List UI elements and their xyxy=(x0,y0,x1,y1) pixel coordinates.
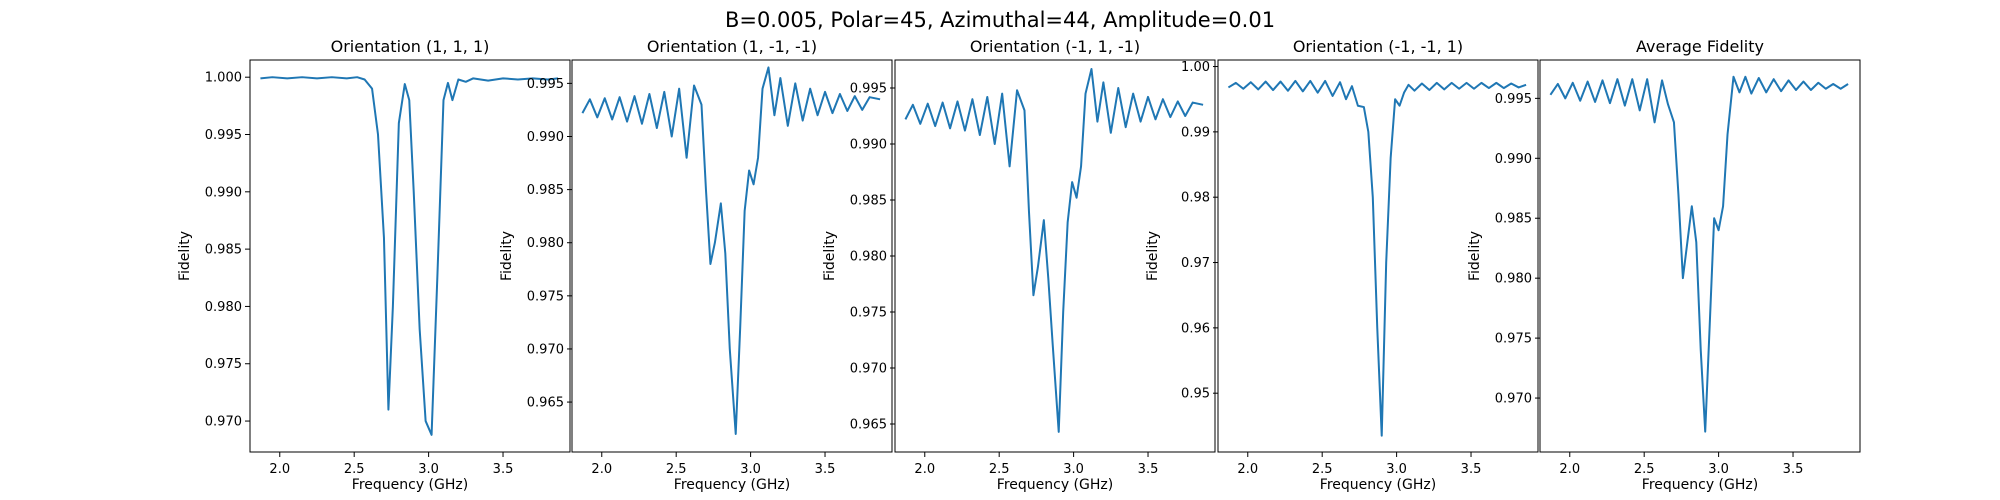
axes-frame xyxy=(1539,59,1861,453)
y-tick-label: 0.990 xyxy=(850,138,887,153)
y-tick-label: 0.98 xyxy=(1181,191,1210,206)
y-tick-label: 0.995 xyxy=(205,128,242,143)
x-tick-label: 2.5 xyxy=(666,462,687,477)
x-tick-label: 3.5 xyxy=(1138,462,1159,477)
y-tick-label: 1.000 xyxy=(205,71,242,86)
y-tick-label: 0.96 xyxy=(1181,321,1210,336)
y-tick-label: 0.985 xyxy=(1495,212,1532,227)
subplot-title: Orientation (1, 1, 1) xyxy=(331,37,490,56)
series-line xyxy=(1549,75,1849,433)
y-tick-label: 0.990 xyxy=(527,130,564,145)
subplot-2: Orientation (1, -1, -1) 2.0 2.5 3.0 3.5 0.965… xyxy=(499,37,893,493)
y-tick-label: 0.985 xyxy=(850,194,887,209)
y-tick-label: 0.970 xyxy=(850,362,887,377)
y-tick-label: 0.970 xyxy=(205,415,242,430)
y-tick-label: 0.975 xyxy=(205,357,242,372)
y-tick-label: 0.980 xyxy=(205,300,242,315)
y-tick-label: 0.985 xyxy=(205,243,242,258)
series-line xyxy=(1227,79,1527,437)
y-tick-label: 0.995 xyxy=(527,77,564,92)
y-tick-label: 0.980 xyxy=(850,250,887,265)
y-tick-label: 0.995 xyxy=(1495,92,1532,107)
x-tick-label: 2.5 xyxy=(1312,462,1333,477)
y-tick-label: 0.975 xyxy=(850,306,887,321)
x-tick-label: 2.5 xyxy=(989,462,1010,477)
y-axis-label: Fidelity xyxy=(822,231,838,281)
y-tick-label: 0.970 xyxy=(1495,392,1532,407)
y-tick-label: 0.965 xyxy=(527,396,564,411)
y-tick-label: 0.975 xyxy=(1495,332,1532,347)
series-line xyxy=(581,66,881,435)
y-axis-label: Fidelity xyxy=(499,231,515,281)
x-axis-label: Frequency (GHz) xyxy=(997,477,1113,493)
subplot-title: Average Fidelity xyxy=(1636,37,1764,56)
x-tick-label: 3.5 xyxy=(1783,462,1804,477)
y-tick-label: 0.99 xyxy=(1181,125,1210,140)
subplot-panels: Orientation (1, 1, 1) 2.0 2.5 3.0 3.5 0.970 0.… xyxy=(177,37,1861,493)
x-tick-label: 2.5 xyxy=(344,462,365,477)
y-tick-label: 0.97 xyxy=(1181,256,1210,271)
x-tick-label: 3.5 xyxy=(493,462,514,477)
x-axis-label: Frequency (GHz) xyxy=(352,477,468,493)
y-axis-label: Fidelity xyxy=(1145,231,1161,281)
x-axis-label: Frequency (GHz) xyxy=(1320,477,1436,493)
y-tick-label: 1.00 xyxy=(1181,60,1210,75)
subplot-4: Orientation (-1, -1, 1) 2.0 2.5 3.0 3.5 0.95 0… xyxy=(1145,37,1539,493)
y-tick-label: 0.975 xyxy=(527,289,564,304)
subplot-5: Average Fidelity 2.0 2.5 3.0 3.5 0.970 0.975 0.… xyxy=(1467,37,1861,493)
series-line xyxy=(260,76,559,436)
subplot-title: Orientation (1, -1, -1) xyxy=(647,37,817,56)
y-tick-label: 0.980 xyxy=(1495,272,1532,287)
x-axis-label: Frequency (GHz) xyxy=(1642,477,1758,493)
axes-frame xyxy=(249,59,571,453)
subplot-1: Orientation (1, 1, 1) 2.0 2.5 3.0 3.5 0.970 0.… xyxy=(177,37,571,493)
y-tick-label: 0.985 xyxy=(527,183,564,198)
x-tick-label: 3.0 xyxy=(740,462,761,477)
series-line xyxy=(904,67,1204,433)
subplot-title: Orientation (-1, 1, -1) xyxy=(970,37,1140,56)
x-tick-label: 2.0 xyxy=(914,462,935,477)
y-axis-label: Fidelity xyxy=(177,231,193,281)
y-tick-label: 0.980 xyxy=(527,236,564,251)
subplot-3: Orientation (-1, 1, -1) 2.0 2.5 3.0 3.5 0.965… xyxy=(822,37,1216,493)
x-tick-label: 2.0 xyxy=(1237,462,1258,477)
x-tick-label: 3.0 xyxy=(418,462,439,477)
x-tick-label: 3.0 xyxy=(1386,462,1407,477)
y-tick-label: 0.965 xyxy=(850,418,887,433)
subplot-title: Orientation (-1, -1, 1) xyxy=(1293,37,1463,56)
axes-frame xyxy=(894,59,1216,453)
y-tick-label: 0.995 xyxy=(850,82,887,97)
x-tick-label: 2.0 xyxy=(591,462,612,477)
x-tick-label: 2.0 xyxy=(1559,462,1580,477)
x-tick-label: 3.5 xyxy=(815,462,836,477)
y-axis-label: Fidelity xyxy=(1467,231,1483,281)
axes-frame xyxy=(1217,59,1539,453)
x-tick-label: 2.0 xyxy=(269,462,290,477)
x-tick-label: 2.5 xyxy=(1634,462,1655,477)
y-tick-label: 0.95 xyxy=(1181,387,1210,402)
y-tick-label: 0.970 xyxy=(527,342,564,357)
figure-suptitle: B=0.005, Polar=45, Azimuthal=44, Amplitu… xyxy=(725,8,1275,32)
y-tick-label: 0.990 xyxy=(1495,152,1532,167)
x-tick-label: 3.5 xyxy=(1461,462,1482,477)
x-tick-label: 3.0 xyxy=(1063,462,1084,477)
x-tick-label: 3.0 xyxy=(1708,462,1729,477)
y-tick-label: 0.990 xyxy=(205,185,242,200)
x-axis-label: Frequency (GHz) xyxy=(674,477,790,493)
